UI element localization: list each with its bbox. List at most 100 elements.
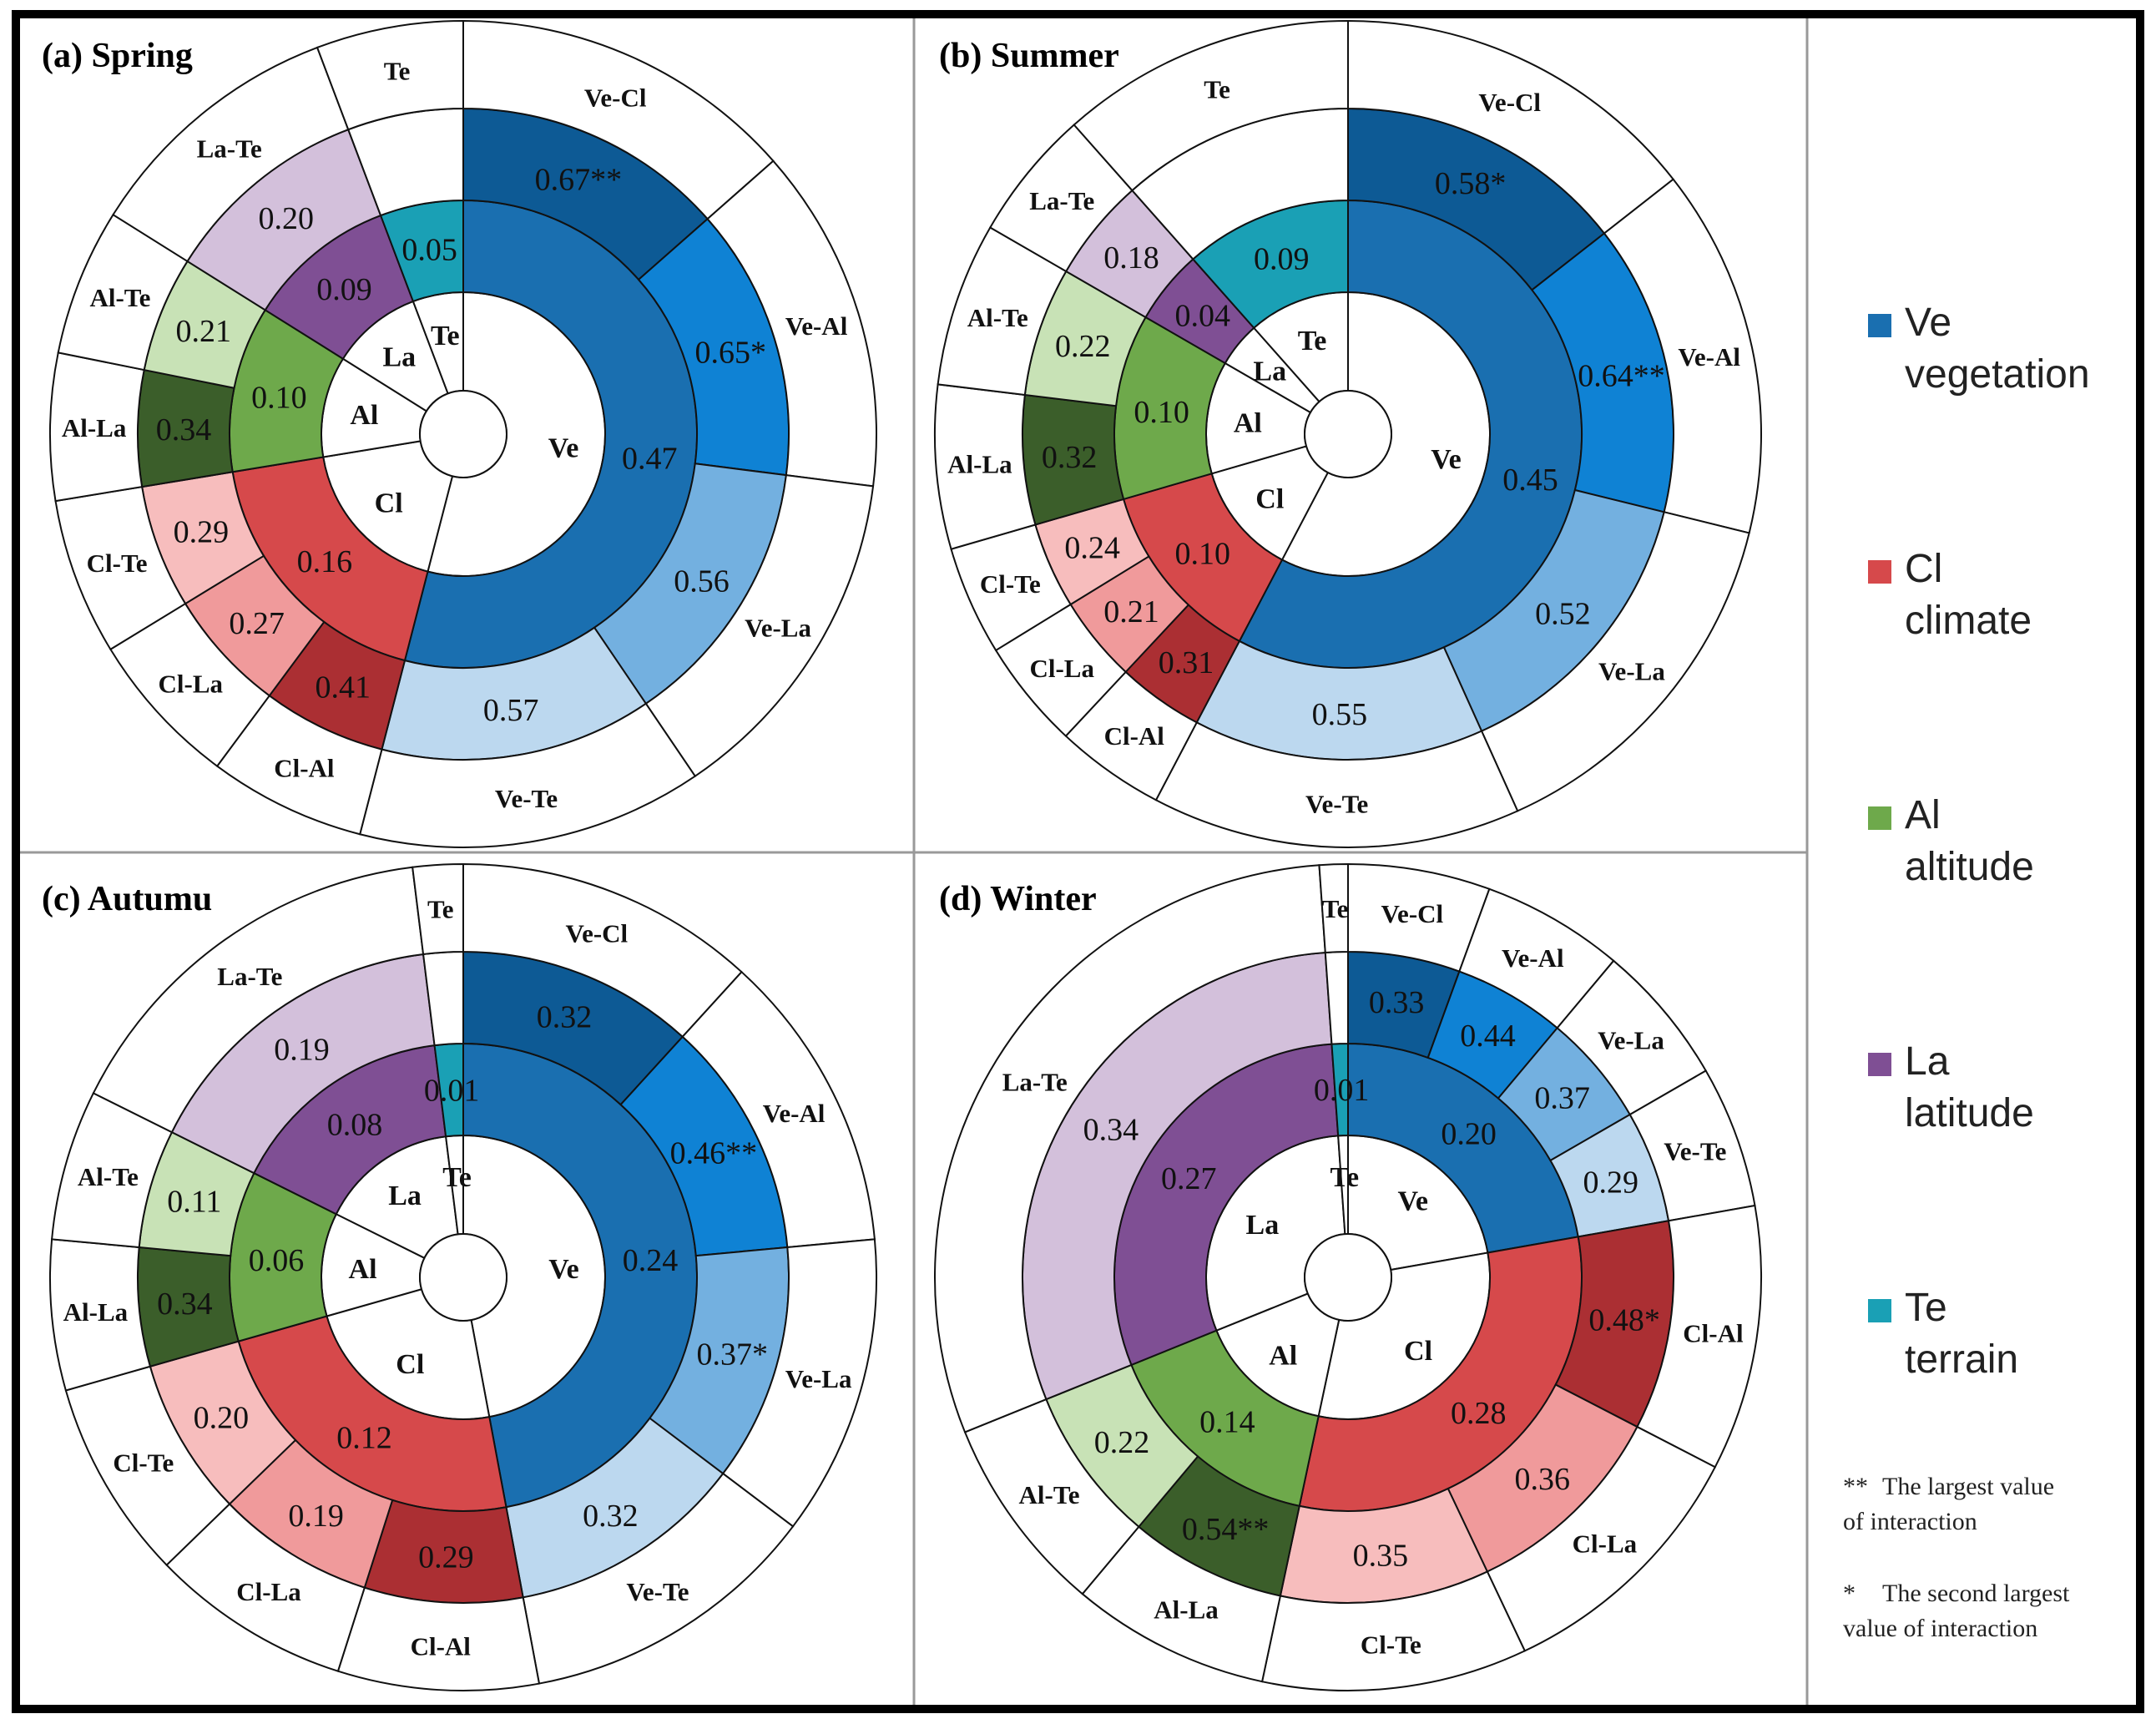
interaction-value: 0.55 <box>1312 697 1368 732</box>
factor-name-label: Cl <box>1404 1336 1432 1367</box>
interaction-value: 0.54** <box>1182 1512 1270 1547</box>
single-factor-value: 0.20 <box>1441 1117 1497 1152</box>
factor-name-label: Ve <box>548 432 579 463</box>
interaction-value: 0.24 <box>1064 530 1120 565</box>
interaction-value: 0.29 <box>1583 1165 1639 1200</box>
interaction-value: 0.34 <box>1083 1112 1139 1147</box>
interaction-name-label: Ve-Cl <box>584 83 647 113</box>
legend-swatch <box>1868 1053 1891 1076</box>
single-factor-value: 0.01 <box>1314 1073 1370 1108</box>
interaction-name-label: Al-Te <box>1019 1480 1080 1509</box>
single-factor-value: 0.45 <box>1502 463 1558 498</box>
interaction-name-label: Ve-Te <box>1305 789 1368 818</box>
legend-swatch <box>1868 560 1891 584</box>
interaction-name-label: Ve-Al <box>1678 342 1740 372</box>
interaction-name-label: Al-Te <box>78 1162 139 1191</box>
interaction-name-label: Cl-Al <box>1683 1319 1744 1348</box>
single-factor-value: 0.12 <box>336 1420 392 1455</box>
interaction-value: 0.34 <box>156 412 212 447</box>
interaction-value: 0.29 <box>418 1539 474 1575</box>
charts-layer: (a) Spring Ve 0.47 0.67** Ve-Cl 0.65* Ve-Al 0.5… <box>42 19 1762 1691</box>
interaction-value: 0.65* <box>694 336 766 371</box>
interaction-value: 0.29 <box>174 514 230 549</box>
interaction-value: 0.37 <box>1534 1081 1590 1116</box>
center-hole <box>419 1233 507 1322</box>
single-factor-value: 0.05 <box>401 233 457 268</box>
interaction-value: 0.58* <box>1435 166 1507 201</box>
chart-title: (c) Autumu <box>42 880 212 918</box>
single-factor-value: 0.09 <box>1254 242 1310 277</box>
factor-name-label: Te <box>1330 1162 1359 1193</box>
interaction-name-label: Te <box>1204 74 1230 104</box>
factor-name-label: Cl <box>1255 484 1284 515</box>
factor-name-label: Te <box>431 321 460 351</box>
note-line-2: of interaction <box>1843 1508 1977 1535</box>
note-line-1: The second largest <box>1882 1580 2070 1607</box>
interaction-name-label: Cl-La <box>236 1577 301 1606</box>
chart-title: (b) Summer <box>939 37 1119 75</box>
interaction-name-label: Ve-Cl <box>1381 899 1444 928</box>
interaction-value: 0.22 <box>1094 1425 1150 1460</box>
interaction-name-label: Ve-La <box>745 614 811 643</box>
interaction-name-label: Cl-La <box>159 669 224 698</box>
interaction-value: 0.36 <box>1514 1462 1570 1497</box>
factor-name-label: La <box>1246 1210 1280 1241</box>
interaction-name-label: Cl-Te <box>113 1448 174 1477</box>
single-factor-value: 0.16 <box>297 544 353 579</box>
chart-3: (d) Winter Ve 0.20 0.33 Ve-Cl 0.44 Ve-Al 0.37 Ve… <box>934 862 1762 1691</box>
interaction-value: 0.18 <box>1103 240 1159 276</box>
interaction-value: 0.52 <box>1535 596 1591 631</box>
legend-code: Ve <box>1905 301 1952 345</box>
interaction-name-label: Cl-Te <box>1361 1630 1421 1660</box>
single-factor-value: 0.10 <box>1174 536 1230 571</box>
interaction-name-label: Cl-Te <box>980 569 1041 599</box>
interaction-value: 0.20 <box>194 1401 250 1436</box>
interaction-name-label: Ve-Al <box>763 1099 826 1128</box>
interaction-value: 0.46** <box>670 1136 758 1171</box>
chart-title: (d) Winter <box>939 880 1097 918</box>
interaction-name-sector <box>412 862 464 956</box>
interaction-value: 0.67** <box>535 163 623 198</box>
interaction-value: 0.19 <box>274 1033 330 1068</box>
single-factor-value: 0.27 <box>1161 1161 1217 1196</box>
single-factor-value: 0.14 <box>1199 1404 1255 1439</box>
interaction-name-label: Ve-Cl <box>1478 88 1541 117</box>
single-factor-value: 0.04 <box>1174 299 1230 334</box>
interaction-value: 0.56 <box>674 564 730 599</box>
interaction-value: 0.27 <box>229 606 285 641</box>
single-factor-value: 0.08 <box>327 1107 383 1142</box>
interaction-value: 0.64** <box>1578 359 1665 394</box>
interaction-name-label: Al-La <box>947 450 1012 479</box>
single-factor-value: 0.09 <box>316 272 372 307</box>
interaction-value: 0.35 <box>1353 1539 1409 1574</box>
single-factor-value: 0.47 <box>622 441 678 476</box>
interaction-name-label: Te <box>1322 894 1349 923</box>
single-factor-value: 0.10 <box>251 381 307 416</box>
factor-name-label: Ve <box>1398 1186 1429 1216</box>
interaction-name-label: Ve-Te <box>626 1577 689 1606</box>
center-hole <box>419 390 507 478</box>
center-hole <box>1304 1233 1392 1322</box>
center-hole <box>1304 390 1392 478</box>
interaction-name-label: Cl-Al <box>1104 721 1165 751</box>
interaction-value: 0.32 <box>583 1499 639 1534</box>
factor-name-label: Al <box>1269 1341 1297 1372</box>
interaction-name-label: Ve-La <box>1598 1026 1664 1055</box>
note-mark: * <box>1843 1580 1856 1607</box>
interaction-value: 0.19 <box>288 1499 344 1534</box>
legend-name: altitude <box>1905 845 2034 889</box>
legend-name: terrain <box>1905 1337 2018 1382</box>
interaction-name-label: Cl-La <box>1573 1529 1638 1558</box>
interaction-value: 0.34 <box>157 1287 213 1322</box>
interaction-name-label: La-Te <box>197 134 262 164</box>
legend-swatch <box>1868 314 1891 337</box>
interaction-value: 0.48* <box>1588 1302 1660 1337</box>
interaction-name-label: Cl-Te <box>87 549 148 578</box>
interaction-name-label: Ve-La <box>1598 656 1665 685</box>
interaction-name-label: La-Te <box>1002 1068 1068 1097</box>
single-factor-value: 0.01 <box>424 1073 480 1108</box>
interaction-value: 0.21 <box>1103 594 1159 629</box>
interaction-name-label: Al-Te <box>967 303 1028 332</box>
legend-name: climate <box>1905 599 2032 643</box>
